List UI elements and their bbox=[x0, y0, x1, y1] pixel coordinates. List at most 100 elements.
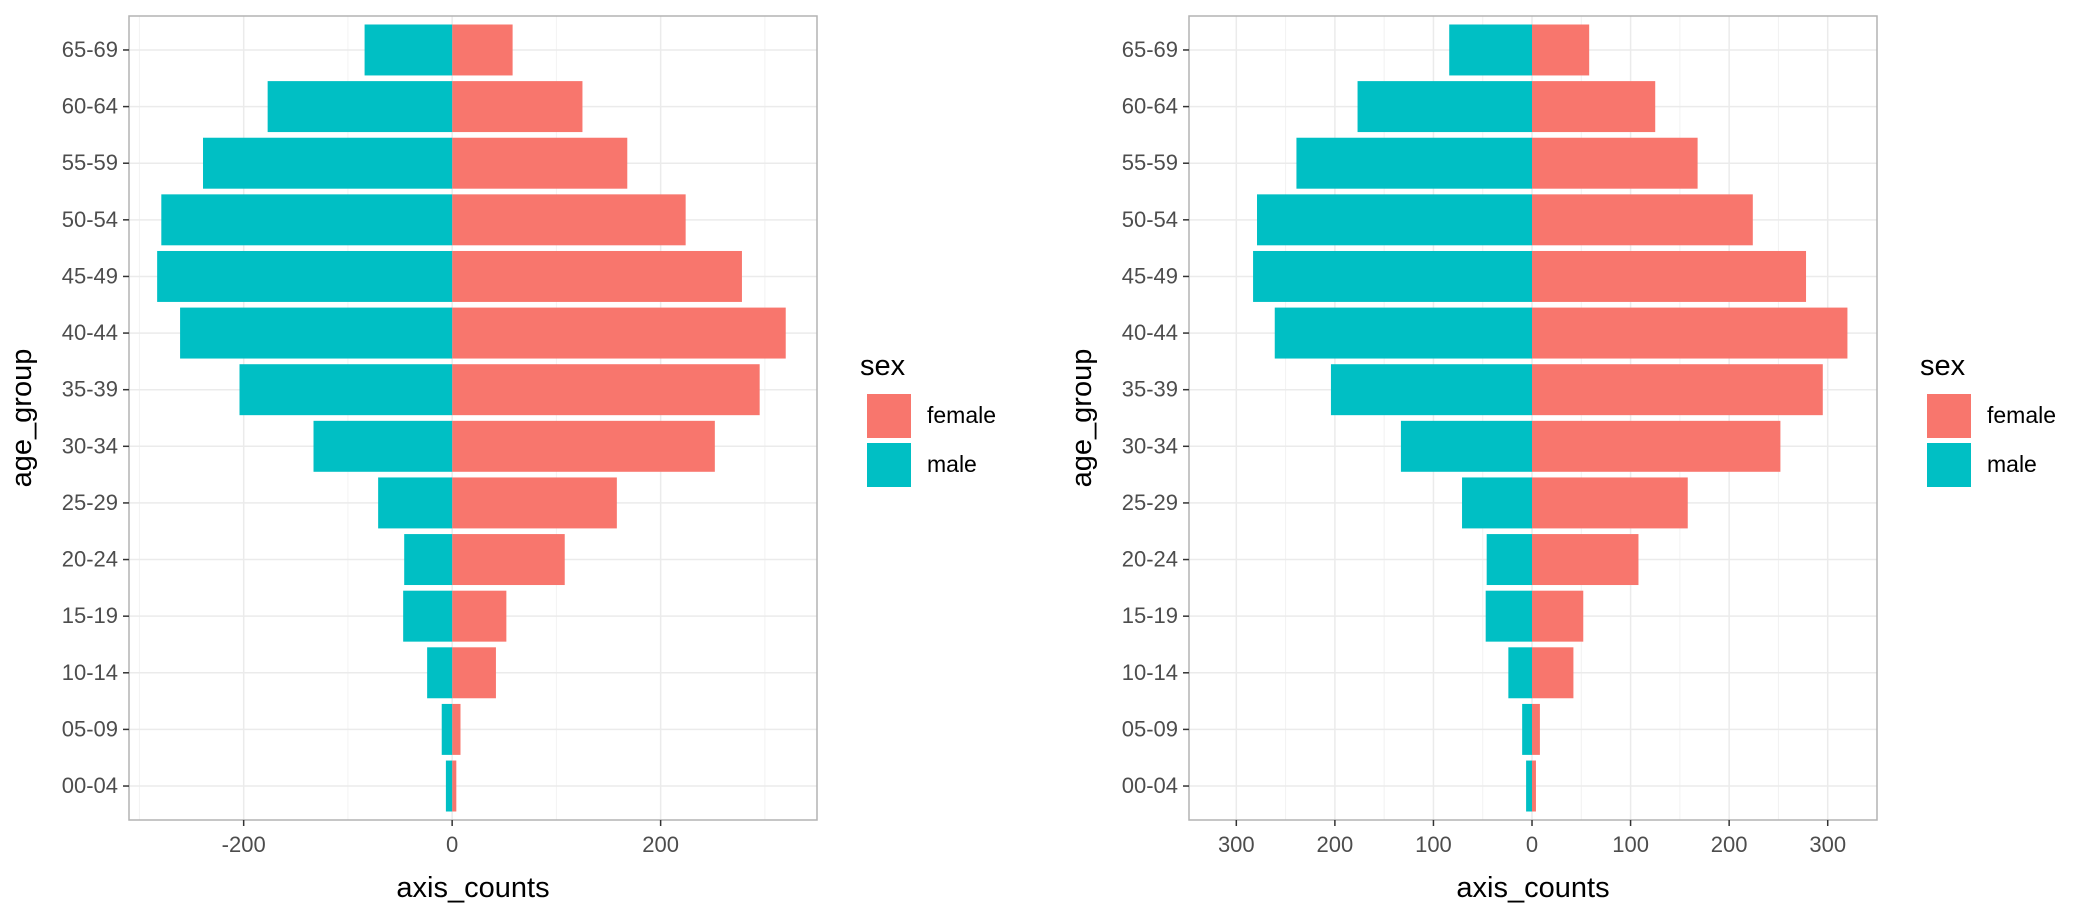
x-tick-label: 200 bbox=[1317, 832, 1354, 857]
bar-female-10-14 bbox=[452, 647, 496, 699]
y-tick-label: 00-04 bbox=[1122, 773, 1178, 798]
bar-female-00-04 bbox=[1532, 760, 1536, 812]
y-tick-label: 20-24 bbox=[1122, 547, 1178, 572]
bar-female-50-54 bbox=[452, 194, 686, 246]
x-tick-label: -200 bbox=[222, 832, 266, 857]
bar-female-55-59 bbox=[1532, 137, 1698, 189]
bar-male-00-04 bbox=[445, 760, 453, 812]
bar-male-40-44 bbox=[180, 307, 453, 359]
x-axis-title: axis_counts bbox=[396, 872, 549, 904]
bar-male-55-59 bbox=[1296, 137, 1533, 189]
plot-border bbox=[1188, 15, 1878, 821]
x-tick-label: 300 bbox=[1809, 832, 1846, 857]
bar-male-20-24 bbox=[1486, 534, 1533, 586]
bar-male-30-34 bbox=[1400, 420, 1533, 472]
y-tick-label: 25-29 bbox=[62, 490, 118, 515]
bar-female-25-29 bbox=[1532, 477, 1688, 529]
bar-female-15-19 bbox=[452, 590, 507, 642]
y-tick-label: 60-64 bbox=[1122, 94, 1178, 119]
bar-female-45-49 bbox=[1532, 250, 1807, 302]
y-tick-label: 10-14 bbox=[62, 660, 118, 685]
x-tick-label: 100 bbox=[1415, 832, 1452, 857]
legend-key-female bbox=[1927, 394, 1971, 438]
plot-background bbox=[129, 16, 817, 820]
bar-female-60-64 bbox=[452, 81, 583, 133]
bar-female-40-44 bbox=[1532, 307, 1848, 359]
bar-male-25-29 bbox=[1462, 477, 1533, 529]
bar-male-65-69 bbox=[364, 24, 453, 76]
legend-title: sex bbox=[1920, 350, 1966, 382]
x-tick-label: 200 bbox=[642, 832, 679, 857]
bar-female-50-54 bbox=[1532, 194, 1753, 246]
bar-male-15-19 bbox=[403, 590, 453, 642]
bar-female-65-69 bbox=[1532, 24, 1590, 76]
bar-male-45-49 bbox=[157, 250, 453, 302]
legend: sex female male bbox=[860, 350, 996, 487]
bar-male-40-44 bbox=[1274, 307, 1533, 359]
bar-female-15-19 bbox=[1532, 590, 1584, 642]
x-tick-label: 0 bbox=[446, 832, 458, 857]
y-tick-label: 30-34 bbox=[1122, 433, 1178, 458]
y-tick-label: 15-19 bbox=[1122, 603, 1178, 628]
bar-male-10-14 bbox=[427, 647, 453, 699]
y-tick-label: 55-59 bbox=[1122, 150, 1178, 175]
y-tick-label: 60-64 bbox=[62, 94, 118, 119]
bar-male-45-49 bbox=[1253, 250, 1533, 302]
bar-female-30-34 bbox=[452, 420, 715, 472]
bar-male-35-39 bbox=[1330, 364, 1533, 416]
y-tick-label: 05-09 bbox=[1122, 716, 1178, 741]
bar-female-10-14 bbox=[1532, 647, 1574, 699]
y-tick-label: 50-54 bbox=[62, 207, 118, 232]
y-tick-label: 65-69 bbox=[1122, 37, 1178, 62]
y-tick-label: 35-39 bbox=[62, 377, 118, 402]
bar-female-55-59 bbox=[452, 137, 628, 189]
y-axis-title: age_group bbox=[6, 349, 38, 488]
y-tick-label: 05-09 bbox=[62, 716, 118, 741]
bar-male-15-19 bbox=[1485, 590, 1533, 642]
bar-male-50-54 bbox=[1257, 194, 1533, 246]
legend-label-male: male bbox=[927, 451, 977, 477]
bar-female-35-39 bbox=[1532, 364, 1823, 416]
bar-male-55-59 bbox=[203, 137, 453, 189]
bar-female-40-44 bbox=[452, 307, 786, 359]
legend-label-male: male bbox=[1987, 451, 2037, 477]
y-tick-label: 50-54 bbox=[1122, 207, 1178, 232]
y-tick-label: 10-14 bbox=[1122, 660, 1178, 685]
bar-male-05-09 bbox=[1522, 703, 1533, 755]
y-tick-label: 35-39 bbox=[1122, 377, 1178, 402]
x-axis-title: axis_counts bbox=[1456, 872, 1609, 904]
bar-male-35-39 bbox=[239, 364, 453, 416]
bar-female-60-64 bbox=[1532, 81, 1656, 133]
y-tick-label: 40-44 bbox=[62, 320, 118, 345]
y-tick-label: 15-19 bbox=[62, 603, 118, 628]
x-tick-label: 0 bbox=[1526, 832, 1538, 857]
legend-key-male bbox=[1927, 443, 1971, 487]
bar-female-05-09 bbox=[452, 703, 461, 755]
y-tick-label: 65-69 bbox=[62, 37, 118, 62]
bar-female-45-49 bbox=[452, 250, 742, 302]
bar-male-50-54 bbox=[161, 194, 453, 246]
y-tick-label: 30-34 bbox=[62, 433, 118, 458]
y-tick-label: 40-44 bbox=[1122, 320, 1178, 345]
chart-panel-1: 00-04 05-09 10-14 15-19 20-24 25-29 30-34 35-39… bbox=[6, 15, 996, 904]
bar-male-60-64 bbox=[1357, 81, 1533, 133]
y-tick-label: 45-49 bbox=[62, 263, 118, 288]
x-tick-label: 200 bbox=[1711, 832, 1748, 857]
bar-female-05-09 bbox=[1532, 703, 1540, 755]
bar-male-60-64 bbox=[267, 81, 453, 133]
bar-female-20-24 bbox=[1532, 534, 1639, 586]
bar-male-25-29 bbox=[378, 477, 453, 529]
y-tick-label: 20-24 bbox=[62, 547, 118, 572]
legend-key-male bbox=[867, 443, 911, 487]
legend-label-female: female bbox=[1987, 402, 2056, 428]
x-tick-label: 100 bbox=[1612, 832, 1649, 857]
legend-key-female bbox=[867, 394, 911, 438]
plot-background bbox=[1189, 16, 1877, 820]
y-tick-label: 00-04 bbox=[62, 773, 118, 798]
bar-female-30-34 bbox=[1532, 420, 1781, 472]
legend-title: sex bbox=[860, 350, 906, 382]
bar-male-05-09 bbox=[441, 703, 453, 755]
bar-male-30-34 bbox=[313, 420, 453, 472]
x-tick-label: 300 bbox=[1218, 832, 1255, 857]
